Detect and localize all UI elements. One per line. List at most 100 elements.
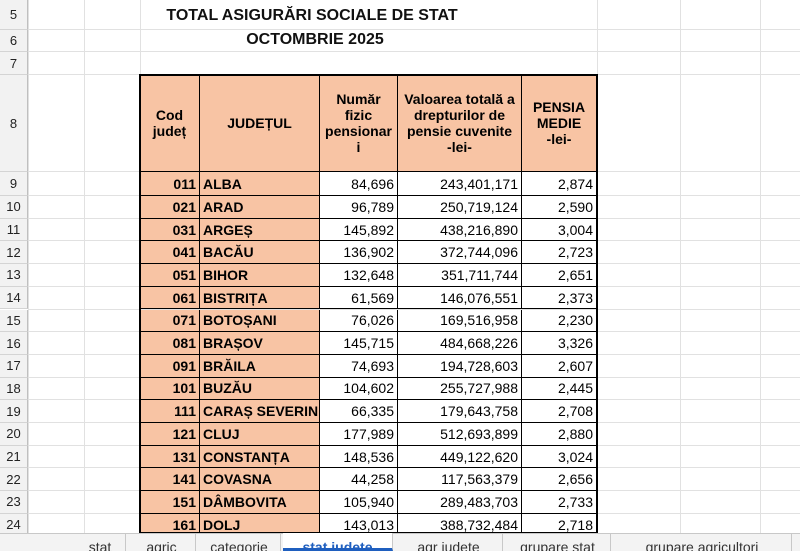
row-number: 13 <box>0 264 28 287</box>
header-text: JUDEȚUL <box>227 115 292 131</box>
header-text: fizic <box>344 107 373 123</box>
number-cell: 169,516,958 <box>398 309 522 333</box>
header-text: MEDIE <box>536 115 582 131</box>
number-cell: 2,590 <box>522 196 597 219</box>
number-cell: 2,723 <box>522 241 597 265</box>
number-cell: 105,940 <box>320 491 398 514</box>
header-text: -lei- <box>546 131 572 147</box>
number-cell: 2,651 <box>522 264 597 287</box>
number-cell: 145,892 <box>320 218 398 242</box>
number-cell: 351,711,744 <box>398 264 522 287</box>
number-cell: 449,122,620 <box>398 445 522 469</box>
number-cell: 438,216,890 <box>398 218 522 242</box>
county-name: CLUJ <box>200 423 320 446</box>
county-name: BOTOȘANI <box>200 309 320 333</box>
number-cell: 177,989 <box>320 423 398 446</box>
number-cell: 117,563,379 <box>398 468 522 492</box>
number-cell: 148,536 <box>320 445 398 469</box>
header-cell: Valoarea totală a drepturilor de pensie cu… <box>398 75 522 172</box>
number-cell: 2,607 <box>522 354 597 378</box>
number-cell: 96,789 <box>320 196 398 219</box>
sheet-tab[interactable]: grupare agricultori <box>613 533 792 551</box>
sheet-tab[interactable]: categorie <box>198 533 281 551</box>
county-name: BISTRIȚA <box>200 286 320 310</box>
county-code: 141 <box>140 468 200 492</box>
grid-line <box>597 0 598 533</box>
row-number: 17 <box>0 354 28 378</box>
county-code: 031 <box>140 218 200 242</box>
number-cell: 84,696 <box>320 172 398 196</box>
number-cell: 44,258 <box>320 468 398 492</box>
county-name: CONSTANȚA <box>200 445 320 469</box>
county-name: BACĂU <box>200 241 320 265</box>
county-name: CARAȘ SEVERIN <box>200 400 320 423</box>
county-code: 101 <box>140 377 200 401</box>
grid-line <box>28 29 800 30</box>
header-text: Număr <box>336 91 381 107</box>
county-name: ARAD <box>200 196 320 219</box>
header-text: i <box>356 139 361 155</box>
header-text: drepturilor de <box>413 107 505 123</box>
number-cell: 2,880 <box>522 423 597 446</box>
county-code: 061 <box>140 286 200 310</box>
sheet-title: TOTAL ASIGURĂRI SOCIALE DE STAT <box>166 7 458 24</box>
number-cell: 61,569 <box>320 286 398 310</box>
county-code: 121 <box>140 423 200 446</box>
county-code: 041 <box>140 241 200 265</box>
county-code: 071 <box>140 309 200 333</box>
county-code: 011 <box>140 172 200 196</box>
county-name: DÂMBOVITA <box>200 491 320 514</box>
county-name: BUZĂU <box>200 377 320 401</box>
county-name: DOLJ <box>200 513 320 537</box>
number-cell: 2,373 <box>522 286 597 310</box>
row-number: 7 <box>0 52 28 75</box>
grid-line <box>680 0 681 533</box>
header-cell: PENSIA MEDIE -lei- <box>522 75 597 172</box>
number-cell: 179,643,758 <box>398 400 522 423</box>
sheet-subtitle: OCTOMBRIE 2025 <box>246 31 384 48</box>
county-code: 091 <box>140 354 200 378</box>
county-code: 051 <box>140 264 200 287</box>
header-text: pensie cuvenite <box>406 123 513 139</box>
row-number: 14 <box>0 286 28 310</box>
number-cell: 146,076,551 <box>398 286 522 310</box>
sheet-tab[interactable]: stat <box>75 533 126 551</box>
number-cell: 289,483,703 <box>398 491 522 514</box>
grid-line <box>760 0 761 533</box>
row-number: 22 <box>0 468 28 492</box>
row-number: 11 <box>0 218 28 242</box>
number-cell: 2,708 <box>522 400 597 423</box>
number-cell: 76,026 <box>320 309 398 333</box>
grid-line <box>28 0 29 533</box>
county-name: BIHOR <box>200 264 320 287</box>
header-cell: JUDEȚUL <box>200 75 320 172</box>
number-cell: 145,715 <box>320 332 398 355</box>
row-number: 19 <box>0 400 28 423</box>
county-name: COVASNA <box>200 468 320 492</box>
number-cell: 132,648 <box>320 264 398 287</box>
row-number: 16 <box>0 332 28 355</box>
header-text: Cod <box>155 107 184 123</box>
header-text: Valoarea totală a <box>404 91 515 107</box>
county-code: 081 <box>140 332 200 355</box>
header-text: -lei- <box>447 139 472 155</box>
county-code: 111 <box>140 400 200 423</box>
row-number: 15 <box>0 309 28 333</box>
header-cell: Număr fizic pensionar i <box>320 75 398 172</box>
sheet-tab[interactable]: agr judete <box>395 533 503 551</box>
sheet-tab[interactable]: stat judete <box>283 533 393 551</box>
county-name: BRAȘOV <box>200 332 320 355</box>
row-number: 20 <box>0 423 28 446</box>
number-cell: 3,024 <box>522 445 597 469</box>
row-number: 10 <box>0 196 28 219</box>
header-cell: Cod județ <box>140 75 200 172</box>
row-number: 6 <box>0 30 28 52</box>
number-cell: 66,335 <box>320 400 398 423</box>
row-number: 8 <box>0 75 28 172</box>
county-name: BRĂILA <box>200 354 320 378</box>
sheet-tab[interactable]: agric <box>128 533 196 551</box>
number-cell: 255,727,988 <box>398 377 522 401</box>
sheet-tab[interactable]: grupare stat <box>505 533 611 551</box>
grid-line <box>28 51 800 52</box>
row-number: 21 <box>0 445 28 469</box>
